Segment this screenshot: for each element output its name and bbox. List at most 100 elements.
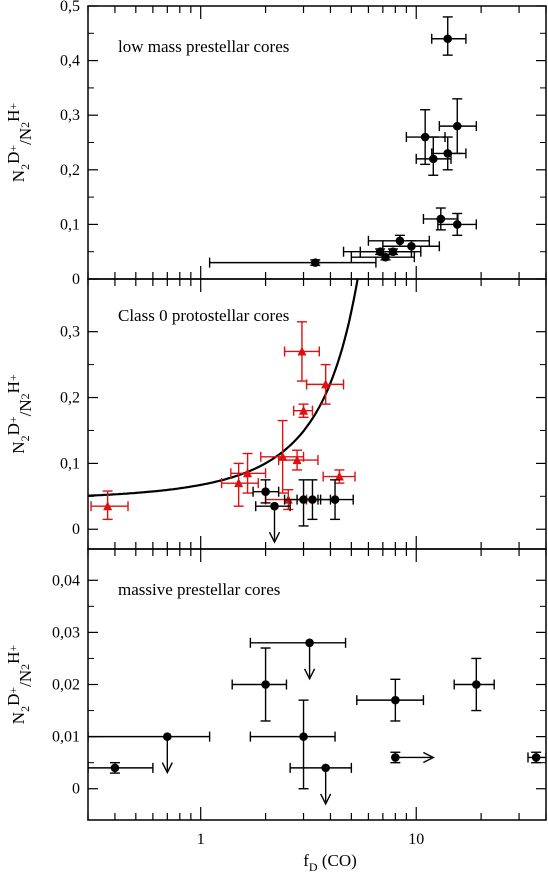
data-point [249, 637, 347, 681]
circle-marker [452, 220, 462, 229]
panel-plot-area [88, 279, 359, 544]
circle-marker [395, 236, 405, 246]
circle-marker [381, 252, 390, 262]
data-point [289, 762, 353, 806]
circle-marker [420, 132, 430, 142]
y-tick-label: 0,3 [60, 324, 80, 341]
y-tick-label: 0 [72, 781, 80, 798]
data-point-triangle [277, 449, 319, 471]
circle-marker [472, 680, 481, 689]
upper-limit-arrowhead [320, 793, 332, 806]
circle-marker [407, 241, 416, 251]
circle-marker [531, 753, 541, 762]
x-axis-label: fD (CO) [303, 851, 357, 874]
circle-marker [452, 121, 462, 131]
data-point [317, 479, 354, 521]
data-point-triangle [283, 321, 320, 382]
data-point [208, 257, 377, 268]
triangle-marker [299, 405, 309, 415]
data-point-triangle [322, 469, 356, 484]
data-point [356, 678, 425, 722]
circle-marker [110, 763, 120, 773]
y-tick-label: 0 [72, 521, 80, 538]
data-point [359, 246, 422, 257]
y-tick-label: 0,1 [60, 216, 80, 233]
circle-marker [391, 695, 400, 705]
panel-plot-area [208, 16, 478, 268]
circle-marker [391, 753, 400, 762]
data-point [367, 234, 431, 247]
upper-limit-arrowhead [303, 668, 316, 681]
data-point [88, 761, 154, 774]
data-point-triangle [230, 452, 267, 494]
data-point [296, 479, 332, 521]
x-tick-label: 1 [197, 831, 205, 848]
triangle-marker [321, 379, 331, 389]
y-tick-label: 0,5 [60, 0, 80, 15]
circle-marker [436, 214, 446, 224]
circle-marker [261, 487, 270, 497]
y-tick-label: 0,04 [52, 572, 80, 589]
y-axis-label: N2D+/N2H+ [4, 103, 35, 183]
circle-marker [308, 495, 317, 504]
data-point [252, 479, 280, 504]
y-tick-label: 0,2 [60, 390, 80, 407]
circle-marker [299, 732, 308, 741]
circle-marker [388, 247, 398, 256]
triangle-marker [278, 451, 288, 461]
data-point-triangle [220, 462, 259, 507]
model-curve [88, 279, 359, 497]
chart-panels: 0 0,1 0,2 0,3 0,4 0,5 low mass prestellar core… [4, 0, 547, 848]
data-point [350, 252, 416, 263]
y-tick-label: 0,2 [60, 162, 80, 179]
lower-limit-arrowhead [423, 751, 435, 764]
panel-3: 0 0,01 0,02 0,03 0,04 massive prestellar core… [4, 548, 547, 848]
panel-2: 0 0,1 0,2 0,3 Class 0 protostellar cores N2D+… [4, 278, 547, 550]
triangle-marker [234, 478, 244, 488]
circle-marker [163, 732, 172, 741]
circle-marker [330, 495, 340, 504]
data-point [255, 501, 291, 544]
data-point [405, 109, 446, 166]
data-point [390, 751, 435, 764]
y-axis-label: N2D+/N2H+ [4, 374, 35, 454]
data-point [88, 731, 211, 775]
panel-title: massive prestellar cores [118, 580, 280, 599]
circle-marker [310, 258, 320, 267]
upper-limit-arrowhead [268, 531, 281, 544]
circle-marker [443, 149, 453, 158]
triangle-marker [297, 346, 307, 356]
circle-marker [270, 501, 279, 511]
panel-1: 0 0,1 0,2 0,3 0,4 0,5 low mass prestellar core… [4, 0, 547, 288]
circle-marker [443, 34, 453, 44]
y-tick-label: 0,03 [52, 624, 80, 641]
triangle-marker [334, 471, 344, 481]
panel-plot-area [88, 637, 546, 806]
y-axis-label: N2D+/N2H+ [4, 645, 35, 725]
circle-marker [305, 638, 314, 648]
data-point [415, 136, 452, 176]
data-point-triangle [305, 363, 345, 405]
x-tick-label: 10 [408, 831, 424, 848]
upper-limit-arrowhead [161, 762, 173, 775]
y-tick-label: 0,02 [52, 677, 80, 694]
triangle-marker [243, 468, 253, 478]
circle-marker [261, 680, 270, 689]
data-point-triangle [292, 403, 314, 418]
panel-title: low mass prestellar cores [118, 37, 289, 56]
panel-title: Class 0 protostellar cores [118, 306, 289, 325]
data-point [249, 699, 336, 790]
data-point [527, 751, 546, 764]
y-tick-label: 0,4 [60, 53, 80, 70]
data-point [431, 16, 467, 56]
data-point [453, 657, 495, 712]
y-tick-label: 0,3 [60, 107, 80, 124]
data-point [437, 212, 478, 237]
data-point [231, 647, 288, 722]
data-point [438, 98, 478, 155]
data-point-triangle [90, 490, 129, 521]
y-tick-label: 0 [72, 271, 80, 288]
data-point [422, 207, 459, 231]
data-point [431, 136, 467, 171]
